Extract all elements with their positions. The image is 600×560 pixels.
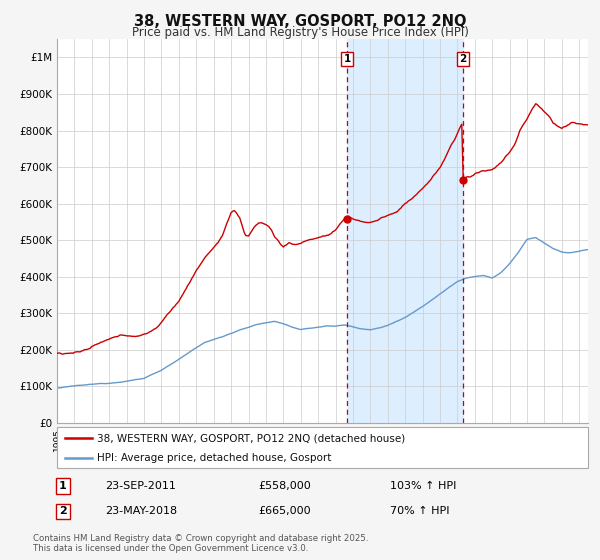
Text: 103% ↑ HPI: 103% ↑ HPI — [390, 481, 457, 491]
Text: Price paid vs. HM Land Registry's House Price Index (HPI): Price paid vs. HM Land Registry's House … — [131, 26, 469, 39]
Text: 70% ↑ HPI: 70% ↑ HPI — [390, 506, 449, 516]
Text: Contains HM Land Registry data © Crown copyright and database right 2025.
This d: Contains HM Land Registry data © Crown c… — [33, 534, 368, 553]
Text: 23-SEP-2011: 23-SEP-2011 — [105, 481, 176, 491]
Text: 38, WESTERN WAY, GOSPORT, PO12 2NQ: 38, WESTERN WAY, GOSPORT, PO12 2NQ — [134, 14, 466, 29]
Text: HPI: Average price, detached house, Gosport: HPI: Average price, detached house, Gosp… — [97, 452, 331, 463]
Text: £558,000: £558,000 — [258, 481, 311, 491]
Point — [343, 214, 352, 223]
Text: £665,000: £665,000 — [258, 506, 311, 516]
Bar — [347, 39, 463, 423]
Text: 38, WESTERN WAY, GOSPORT, PO12 2NQ (detached house): 38, WESTERN WAY, GOSPORT, PO12 2NQ (deta… — [97, 433, 405, 443]
Text: 1: 1 — [59, 481, 67, 491]
Text: 1: 1 — [344, 54, 351, 64]
Point — [458, 175, 468, 184]
FancyBboxPatch shape — [57, 427, 588, 468]
Text: 2: 2 — [59, 506, 67, 516]
Text: 2: 2 — [460, 54, 467, 64]
Text: 23-MAY-2018: 23-MAY-2018 — [105, 506, 177, 516]
